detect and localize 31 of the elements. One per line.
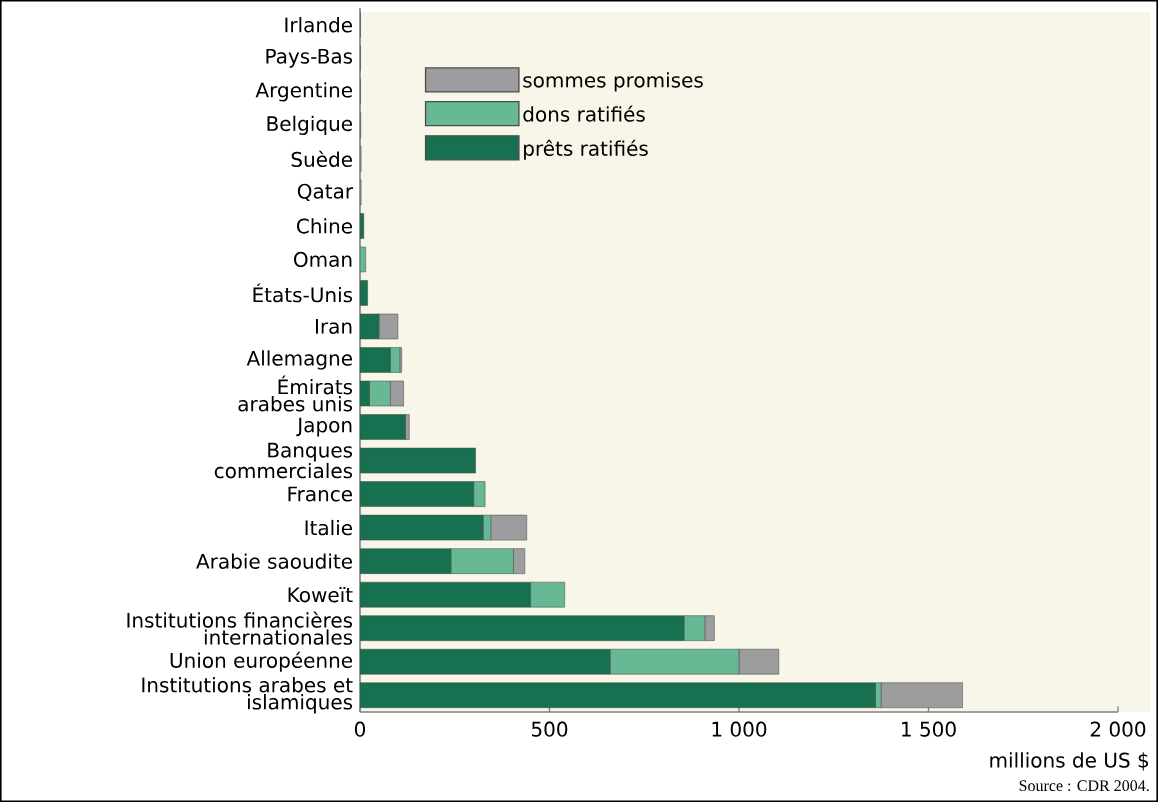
y-tick-label: Union européenne xyxy=(170,651,353,672)
x-axis-title: millions de US $ xyxy=(990,752,1149,771)
legend-label: prêts ratifiés xyxy=(524,139,648,160)
y-tick-label: France xyxy=(288,486,353,502)
y-tick-label: Suède xyxy=(291,150,352,167)
legend-label: dons ratifiés xyxy=(523,105,645,122)
y-tick-label: Arabie saoudite xyxy=(196,553,352,569)
x-tick-label: 500 xyxy=(531,721,568,737)
x-tick-label: 1 500 xyxy=(902,721,956,737)
y-tick-label: Japon xyxy=(296,417,352,437)
y-tick-label: États-Unis xyxy=(253,283,353,303)
y-tick-label: Koweït xyxy=(288,586,353,603)
y-tick-label: Allemagne xyxy=(246,350,352,370)
y-tick-label: Belgique xyxy=(267,115,352,136)
y-tick-label: Institutions financières internationales xyxy=(127,611,353,645)
y-tick-label: Pays-Bas xyxy=(266,48,353,68)
legend-label: sommes promises xyxy=(523,72,703,92)
x-tick-label: 1 000 xyxy=(712,721,767,737)
y-tick-label: Irlande xyxy=(285,17,352,33)
x-tick-label: 0 xyxy=(354,721,366,737)
y-tick-label: Oman xyxy=(294,251,352,267)
y-tick-label: Italie xyxy=(305,519,352,536)
y-tick-label: Chine xyxy=(297,218,352,234)
y-tick-label: Banques commerciales xyxy=(214,442,353,479)
source-note: Source : CDR 2004. xyxy=(1019,780,1149,792)
y-tick-label: Qatar xyxy=(297,183,354,202)
y-tick-label: Institutions arabes et islamiques xyxy=(142,677,353,714)
y-tick-label: Argentine xyxy=(255,82,352,102)
x-tick-label: 2 000 xyxy=(1090,721,1146,737)
y-tick-label: Iran xyxy=(315,319,352,334)
y-tick-label: Émirats arabes unis xyxy=(238,375,353,412)
